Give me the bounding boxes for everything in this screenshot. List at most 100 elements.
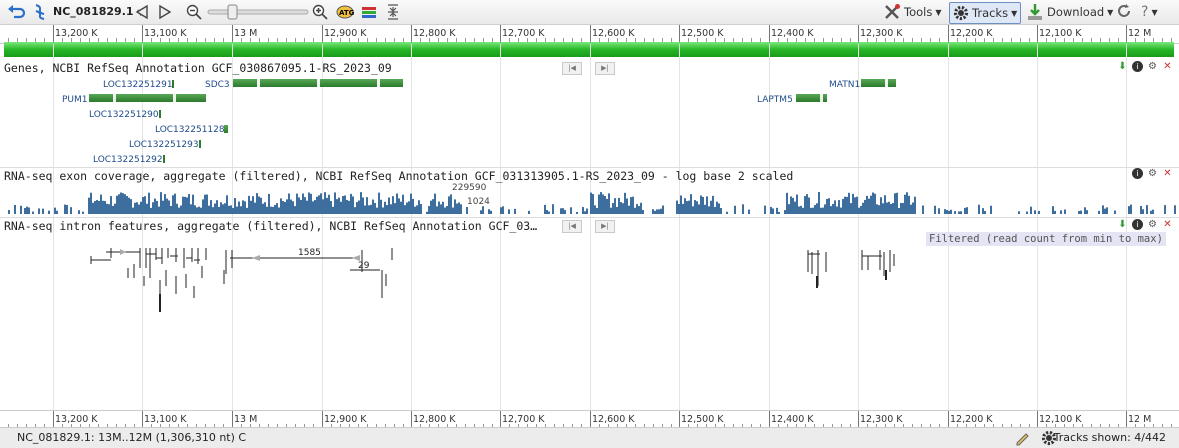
download-menu[interactable]: Download ▼	[1023, 2, 1116, 22]
coverage-bar	[308, 192, 310, 214]
sequence-view-icon[interactable]: ATG	[336, 0, 354, 24]
undo-icon[interactable]	[6, 0, 26, 24]
download-track-icon[interactable]: ⬇	[1118, 219, 1127, 230]
gene-feature[interactable]	[159, 110, 161, 118]
close-icon[interactable]: ✕	[1163, 61, 1172, 72]
coverage-bar	[714, 206, 716, 214]
gene-label[interactable]: LOC132251290	[89, 110, 159, 120]
gene-feature[interactable]	[233, 79, 403, 87]
help-menu[interactable]: ? ▼	[1141, 4, 1158, 20]
coverage-bar	[252, 196, 254, 214]
coverage-bar	[598, 194, 600, 214]
zoom-out-icon[interactable]	[186, 0, 202, 24]
gene-feature[interactable]	[89, 94, 206, 102]
gear-icon[interactable]	[1041, 430, 1057, 446]
next-feature-button[interactable]: ▶|	[595, 220, 615, 233]
ruler-minor-tick	[929, 424, 931, 429]
gene-label[interactable]: LOC132251128	[155, 125, 225, 135]
settings-icon[interactable]: ⚙	[1148, 168, 1157, 179]
color-tracks-icon[interactable]	[361, 0, 377, 24]
coverage-bar	[638, 206, 640, 214]
coverage-bar	[430, 200, 432, 214]
info-icon[interactable]: i	[1132, 61, 1143, 72]
sequence-icon[interactable]	[31, 0, 49, 24]
ruler-minor-tick	[1143, 38, 1145, 43]
gene-feature[interactable]	[163, 155, 165, 163]
coverage-bar	[576, 211, 578, 214]
coverage-bar	[864, 199, 866, 214]
ruler-minor-tick	[115, 424, 117, 429]
gene-feature[interactable]	[172, 80, 174, 88]
coverage-bar	[798, 206, 800, 214]
ruler-minor-tick	[303, 38, 305, 43]
coverage-bar	[148, 192, 150, 214]
coverage-bar	[26, 206, 28, 214]
prev-feature-button[interactable]: |◀	[562, 62, 582, 75]
ruler-minor-tick	[124, 424, 126, 429]
settings-icon[interactable]: ⚙	[1148, 219, 1157, 230]
coverage-bar	[210, 200, 212, 214]
coverage-bar	[718, 203, 720, 214]
coverage-bar	[90, 192, 92, 214]
gene-label[interactable]: SDC3	[205, 80, 230, 90]
collapse-tracks-icon[interactable]	[386, 0, 400, 24]
coverage-bar	[176, 203, 178, 214]
edit-icon[interactable]	[1014, 430, 1030, 446]
gene-feature[interactable]	[224, 125, 228, 133]
intron-features[interactable]: 1585 29	[0, 240, 1179, 320]
sequence-overview-bar[interactable]	[4, 42, 1174, 57]
ruler-minor-tick	[375, 424, 377, 429]
coverage-bar	[314, 200, 316, 214]
zoom-in-icon[interactable]	[312, 0, 328, 24]
ruler-minor-tick	[1099, 424, 1101, 429]
reload-icon[interactable]	[1115, 0, 1133, 24]
coverage-bar	[778, 211, 780, 214]
coverage-bar	[174, 193, 176, 214]
ruler-minor-tick	[258, 424, 260, 429]
coverage-bar	[720, 207, 722, 214]
ruler-minor-tick	[35, 424, 37, 429]
ruler-minor-tick	[464, 38, 466, 43]
info-icon[interactable]: i	[1132, 219, 1143, 230]
prev-feature-button[interactable]: |◀	[562, 220, 582, 233]
tracks-shown-count[interactable]: Tracks shown: 4/442	[1053, 431, 1166, 444]
pan-left-icon[interactable]	[133, 0, 151, 24]
download-track-icon[interactable]: ⬇	[1118, 61, 1127, 72]
ruler-minor-tick	[1108, 424, 1110, 429]
close-icon[interactable]: ✕	[1163, 168, 1172, 179]
coverage-bar	[136, 202, 138, 214]
ruler-minor-tick	[8, 38, 10, 43]
close-icon[interactable]: ✕	[1163, 219, 1172, 230]
ruler-minor-tick	[840, 424, 842, 429]
gene-feature[interactable]	[199, 140, 201, 148]
gene-label[interactable]: PUM1	[62, 95, 88, 105]
gene-label[interactable]: LOC132251291	[103, 80, 173, 90]
zoom-slider[interactable]	[206, 0, 310, 24]
settings-icon[interactable]: ⚙	[1148, 61, 1157, 72]
next-feature-button[interactable]: ▶|	[595, 62, 615, 75]
ruler-minor-tick	[1117, 38, 1119, 43]
coverage-bar	[1084, 207, 1086, 214]
ruler-minor-tick	[661, 38, 663, 43]
coverage-bar	[612, 203, 614, 214]
sequence-selector[interactable]: NC_081829.1 ▼	[53, 5, 144, 18]
coverage-bar	[946, 210, 948, 214]
ruler-minor-tick	[983, 424, 985, 429]
gene-feature[interactable]	[861, 79, 896, 87]
coverage-histogram[interactable]	[0, 190, 1179, 215]
gene-label[interactable]: LOC132251293	[129, 140, 199, 150]
ruler-minor-tick	[714, 424, 716, 429]
bottom-ruler[interactable]: 13,200 K 13,100 K 13 M 12,900 K 12,800 K 12,7…	[0, 410, 1179, 429]
gene-feature[interactable]	[796, 94, 827, 102]
tracks-menu[interactable]: Tracks ▼	[949, 2, 1022, 24]
tools-menu[interactable]: Tools ▼	[880, 2, 945, 22]
gene-label[interactable]: LOC132251292	[93, 155, 163, 165]
gene-label[interactable]: LAPTM5	[757, 95, 793, 105]
info-icon[interactable]: i	[1132, 168, 1143, 179]
coverage-bar	[120, 192, 122, 214]
ruler-minor-tick	[687, 424, 689, 429]
pan-right-icon[interactable]	[156, 0, 174, 24]
gene-label[interactable]: MATN1	[829, 80, 861, 90]
coverage-bar	[408, 201, 410, 214]
coverage-bar	[104, 200, 106, 214]
